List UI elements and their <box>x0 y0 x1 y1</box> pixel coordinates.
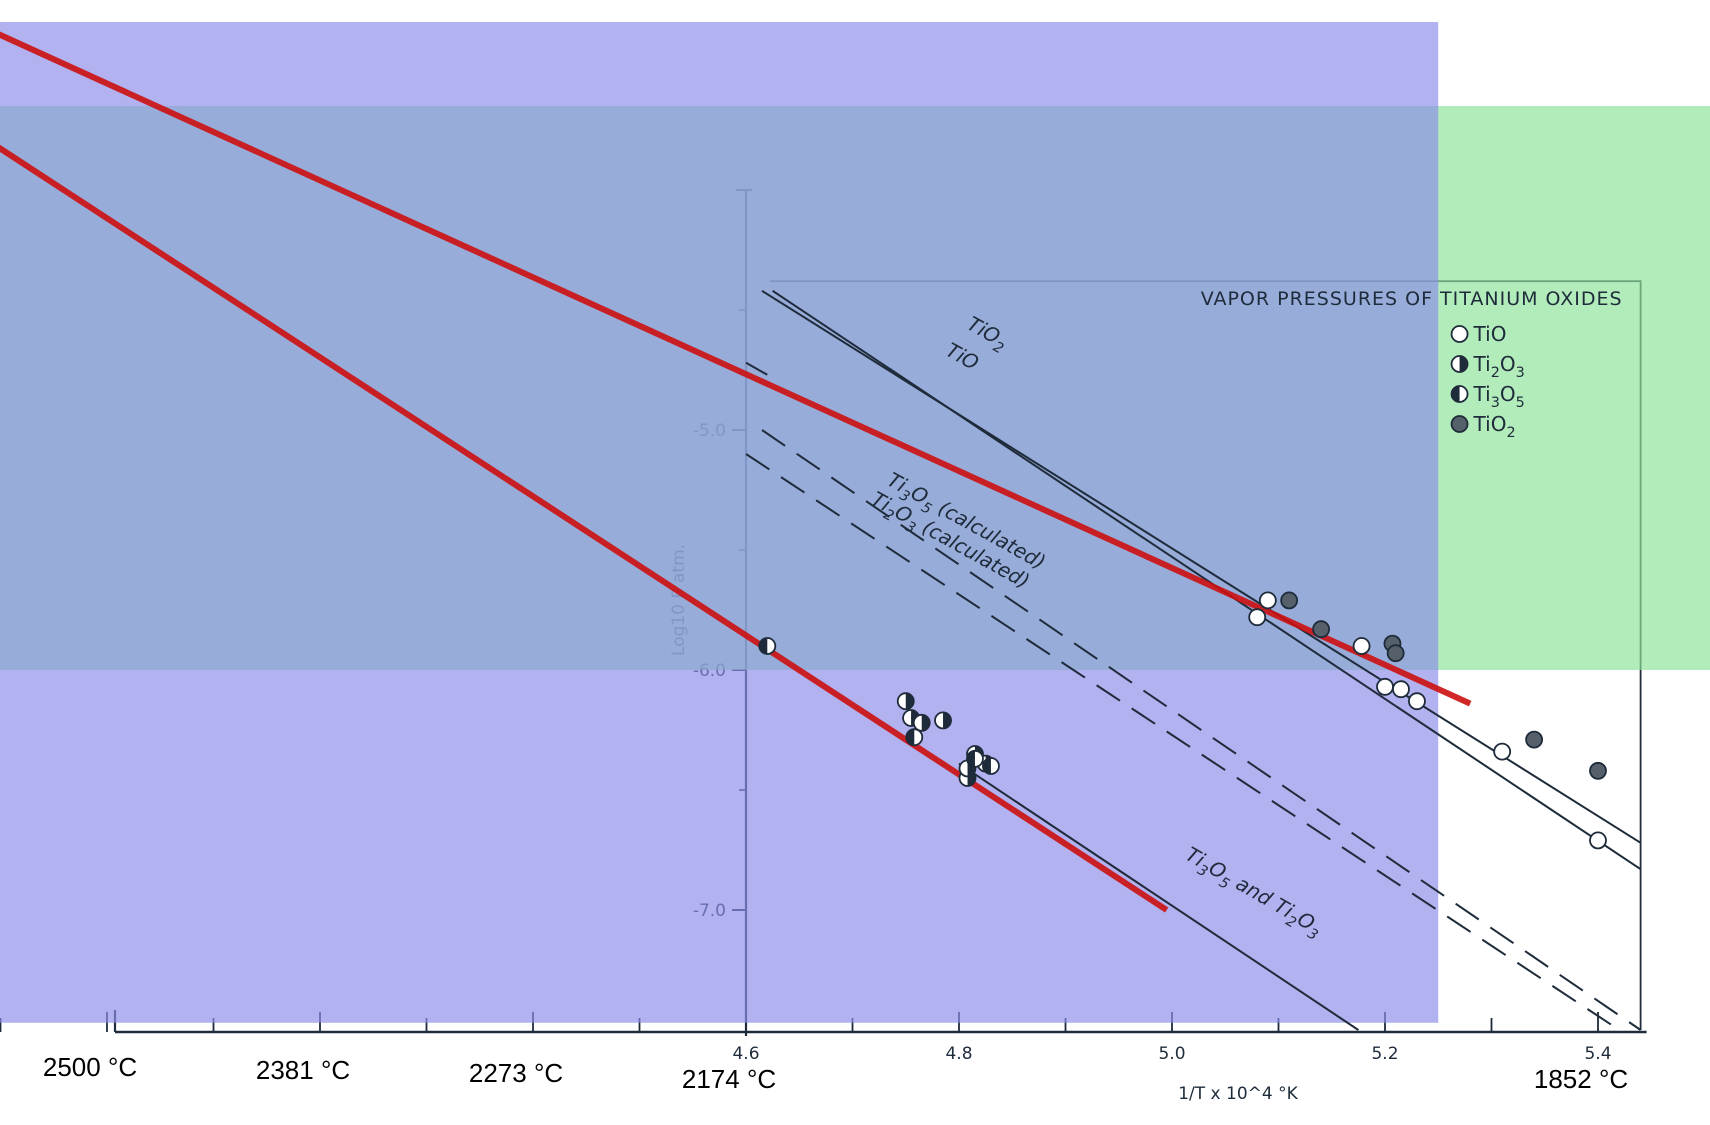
legend-marker-3 <box>1450 415 1469 433</box>
point-tio-6 <box>1493 742 1512 761</box>
celsius-label-1: 2381 °C <box>256 1055 350 1085</box>
point-ti2o3-0 <box>896 692 915 711</box>
series-line-5 <box>0 31 1472 707</box>
point-ti3o5-3 <box>982 757 1000 775</box>
point-tio2-3 <box>1386 644 1405 663</box>
celsius-label-2: 2273 °C <box>469 1058 563 1088</box>
legend-item-2: Ti3O5 <box>1473 382 1525 411</box>
point-ti3o5-0 <box>758 637 777 655</box>
celsius-label-4: 1852 °C <box>1534 1064 1628 1094</box>
legend-item-3: TiO2 <box>1473 412 1516 441</box>
point-tio-1 <box>1258 591 1277 610</box>
point-ti3o5-2 <box>966 749 984 768</box>
x-tick-label-0: 4.6 <box>732 1044 759 1064</box>
point-tio-2 <box>1352 637 1371 655</box>
x-tick-label-3: 5.2 <box>1371 1044 1398 1064</box>
point-ti2o3-3 <box>934 711 952 730</box>
x-tick-label-1: 4.8 <box>945 1044 972 1064</box>
legend-item-1: Ti2O3 <box>1473 352 1525 381</box>
point-tio-0 <box>1248 608 1267 627</box>
point-tio-4 <box>1392 680 1410 699</box>
point-tio-3 <box>1376 677 1394 696</box>
point-ti3o5-1 <box>905 728 924 747</box>
legend-title: VAPOR PRESSURES OF TITANIUM OXIDES <box>1201 288 1623 310</box>
series-line-4 <box>958 762 1359 1031</box>
series-line-1 <box>772 289 1642 871</box>
series-line-2 <box>761 429 1642 1031</box>
series-line-3 <box>745 453 1620 1031</box>
point-tio2-4 <box>1525 730 1543 749</box>
celsius-label-0: 2500 °C <box>43 1052 137 1082</box>
x-axis-label: 1/T x 10^4 °K <box>1178 1084 1298 1104</box>
x-tick-label-2: 5.0 <box>1158 1044 1185 1064</box>
point-ti2o3-2 <box>912 713 931 732</box>
legend-marker-2 <box>1450 385 1469 403</box>
dash-stub-1 <box>745 361 768 376</box>
point-tio-7 <box>1589 831 1607 850</box>
legend-item-0: TiO <box>1473 322 1507 346</box>
point-tio2-5 <box>1589 761 1607 780</box>
blue-box <box>0 22 1439 1023</box>
celsius-label-3: 2174 °C <box>682 1064 776 1094</box>
point-tio-5 <box>1408 692 1426 711</box>
x-tick-label-4: 5.4 <box>1584 1044 1611 1064</box>
legend-marker-0 <box>1450 325 1469 343</box>
point-tio2-1 <box>1312 620 1330 639</box>
legend-marker-1 <box>1450 355 1469 373</box>
point-tio2-0 <box>1280 591 1299 610</box>
